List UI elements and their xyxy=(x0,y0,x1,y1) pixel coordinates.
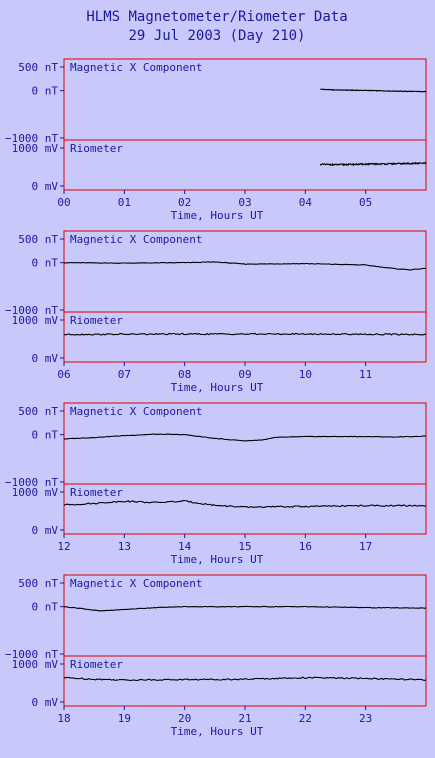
mag-ytick-label-1-1: 0 nT xyxy=(32,257,59,270)
xtick-label-1-5: 11 xyxy=(359,368,372,381)
xtick-label-2-0: 12 xyxy=(57,540,70,553)
mag-series-line-0 xyxy=(320,88,427,93)
mag-series-line-3 xyxy=(63,605,427,612)
xtick-label-2-2: 14 xyxy=(178,540,192,553)
mag-ytick-label-2-2: −1000 nT xyxy=(5,476,58,489)
mag-ytick-label-0-1: 0 nT xyxy=(32,85,59,98)
mag-panel-label-1: Magnetic X Component xyxy=(70,233,202,246)
rio-panel-label-0: Riometer xyxy=(70,142,123,155)
xtick-label-2-3: 15 xyxy=(238,540,251,553)
mag-series-line-1 xyxy=(64,261,426,271)
rio-series-line-3 xyxy=(63,676,427,682)
xaxis-label-2: Time, Hours UT xyxy=(171,553,264,566)
rio-ytick-label-1-1: 0 mV xyxy=(32,352,59,365)
mag-ytick-label-3-1: 0 nT xyxy=(32,601,59,614)
mag-ytick-label-2-0: 500 nT xyxy=(18,405,58,418)
figure-subtitle: 29 Jul 2003 (Day 210) xyxy=(128,28,305,44)
mag-ytick-label-0-0: 500 nT xyxy=(18,61,58,74)
mag-ytick-label-1-2: −1000 nT xyxy=(5,304,58,317)
rio-series-line-0 xyxy=(319,161,427,167)
xtick-label-3-1: 19 xyxy=(118,712,131,725)
mag-panel-label-0: Magnetic X Component xyxy=(70,61,202,74)
xtick-label-1-0: 06 xyxy=(57,368,70,381)
xtick-label-0-5: 05 xyxy=(359,196,372,209)
xtick-label-0-2: 02 xyxy=(178,196,191,209)
mag-ytick-label-0-2: −1000 nT xyxy=(5,132,58,145)
xtick-label-1-2: 08 xyxy=(178,368,191,381)
xaxis-label-0: Time, Hours UT xyxy=(171,209,264,222)
xtick-label-3-3: 21 xyxy=(238,712,251,725)
xtick-label-0-4: 04 xyxy=(299,196,313,209)
mag-ytick-label-3-2: −1000 nT xyxy=(5,648,58,661)
figure-title: HLMS Magnetometer/Riometer Data xyxy=(86,9,347,25)
xtick-label-1-1: 07 xyxy=(118,368,131,381)
rio-ytick-label-3-1: 0 mV xyxy=(32,696,59,709)
mag-panel-label-3: Magnetic X Component xyxy=(70,577,202,590)
rio-panel-label-2: Riometer xyxy=(70,486,123,499)
rio-panel-label-3: Riometer xyxy=(70,658,123,671)
rio-ytick-label-2-0: 1000 mV xyxy=(12,486,59,499)
rio-panel-label-1: Riometer xyxy=(70,314,123,327)
xtick-label-3-2: 20 xyxy=(178,712,191,725)
xaxis-label-1: Time, Hours UT xyxy=(171,381,264,394)
xtick-label-0-1: 01 xyxy=(118,196,131,209)
xtick-label-3-5: 23 xyxy=(359,712,372,725)
xtick-label-2-5: 17 xyxy=(359,540,372,553)
mag-ytick-label-2-1: 0 nT xyxy=(32,429,59,442)
xtick-label-0-3: 03 xyxy=(238,196,251,209)
rio-ytick-label-3-0: 1000 mV xyxy=(12,658,59,671)
rio-ytick-label-1-0: 1000 mV xyxy=(12,314,59,327)
xtick-label-3-0: 18 xyxy=(57,712,70,725)
mag-panel-label-2: Magnetic X Component xyxy=(70,405,202,418)
rio-ytick-label-0-1: 0 mV xyxy=(32,180,59,193)
rio-ytick-label-2-1: 0 mV xyxy=(32,524,59,537)
rio-series-line-2 xyxy=(63,499,427,509)
xtick-label-1-4: 10 xyxy=(299,368,312,381)
rio-series-line-1 xyxy=(63,332,427,336)
xtick-label-2-4: 16 xyxy=(299,540,312,553)
xtick-label-1-3: 09 xyxy=(238,368,251,381)
xtick-label-0-0: 00 xyxy=(57,196,70,209)
xtick-label-2-1: 13 xyxy=(118,540,131,553)
xaxis-label-3: Time, Hours UT xyxy=(171,725,264,738)
rio-ytick-label-0-0: 1000 mV xyxy=(12,142,59,155)
xtick-label-3-4: 22 xyxy=(299,712,312,725)
mag-ytick-label-1-0: 500 nT xyxy=(18,233,58,246)
mag-ytick-label-3-0: 500 nT xyxy=(18,577,58,590)
mag-series-line-2 xyxy=(63,433,427,442)
